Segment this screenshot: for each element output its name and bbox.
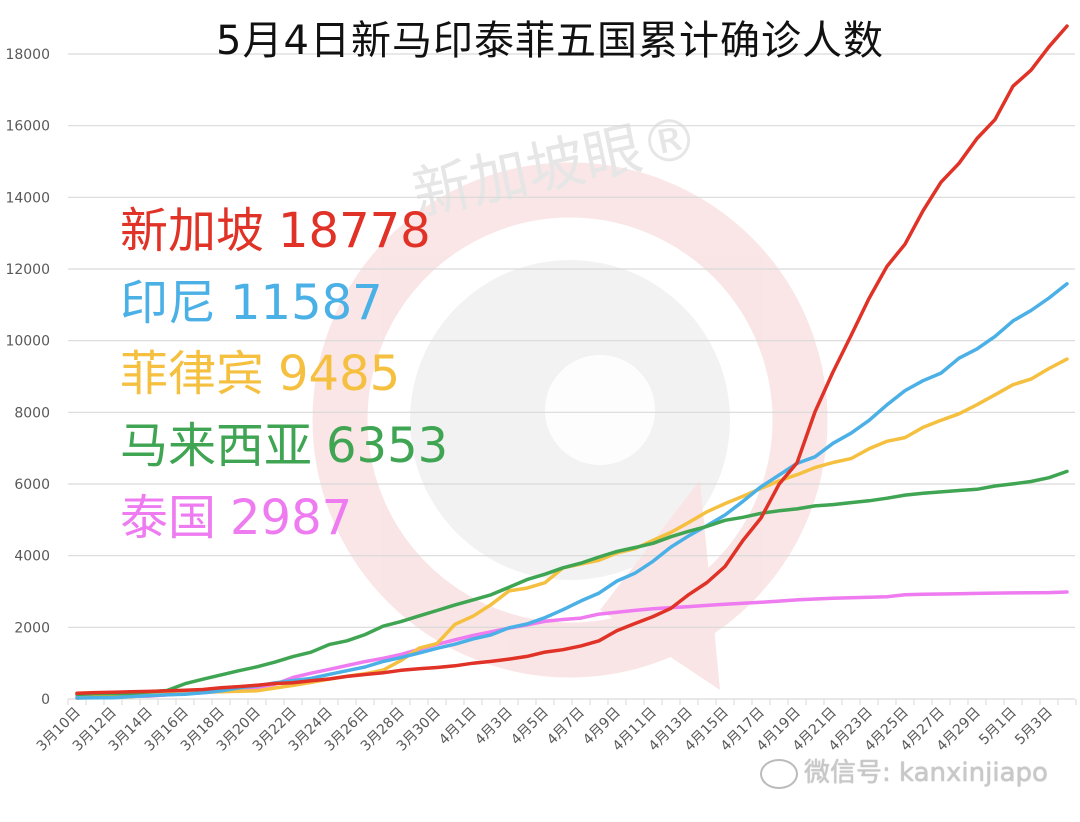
legend-value: 2987 [230,489,353,546]
x-axis: 3月10日3月12日3月14日3月16日3月18日3月20日3月22日3月24日… [34,699,1077,755]
wechat-watermark: 微信号: kanxinjiapo [760,752,1048,789]
y-tick-label: 10000 [5,334,50,350]
wechat-id: 微信号: kanxinjiapo [804,758,1048,788]
legend-label: 马来西亚 [120,418,313,475]
wechat-icon [760,758,798,789]
legend-item-indonesia: 印尼 11587 [120,268,448,340]
series-line-0 [75,24,1069,696]
legend-item-malaysia: 马来西亚 6353 [120,411,448,483]
y-tick-label: 8000 [14,405,50,421]
grid-lines [68,53,1075,700]
x-tick-label: 5月3日 [1012,705,1056,749]
legend-item-thailand: 泰国 2987 [120,483,448,555]
x-tick-label: 5月1日 [976,705,1020,749]
y-tick-label: 16000 [5,119,50,135]
legend-label: 新加坡 [120,203,265,259]
legend: 新加坡 18778 印尼 11587 菲律宾 9485 马来西亚 6353 泰国 2987 [120,196,448,554]
x-tick-label: 4月1日 [436,705,480,749]
legend-label: 泰国 [120,489,217,546]
y-tick-label: 12000 [5,262,50,278]
legend-item-singapore: 新加坡 18778 [120,196,448,268]
legend-value: 11587 [230,274,383,331]
series-lines [75,24,1069,700]
legend-label: 菲律宾 [120,346,265,403]
series-line-3 [75,469,1069,697]
chart-title: 5月4日新马印泰菲五国累计确诊人数 [216,18,884,64]
x-tick-label: 4月7日 [544,705,588,749]
legend-value: 6353 [326,418,449,475]
y-tick-label: 18000 [5,47,50,63]
legend-value: 18778 [278,203,431,259]
x-tick-label: 4月3日 [472,705,516,749]
y-tick-label: 0 [41,692,50,708]
x-tick-label: 4月5日 [508,705,552,749]
y-tick-label: 14000 [5,190,50,206]
y-tick-label: 4000 [14,549,50,565]
legend-value: 9485 [278,346,401,403]
legend-label: 印尼 [120,274,217,331]
y-tick-label: 6000 [14,477,50,493]
y-axis: 0 2000 4000 6000 8000 10000 12000 14000 16000 180… [5,47,50,708]
y-tick-label: 2000 [14,620,50,636]
legend-item-philippines: 菲律宾 9485 [120,339,448,411]
